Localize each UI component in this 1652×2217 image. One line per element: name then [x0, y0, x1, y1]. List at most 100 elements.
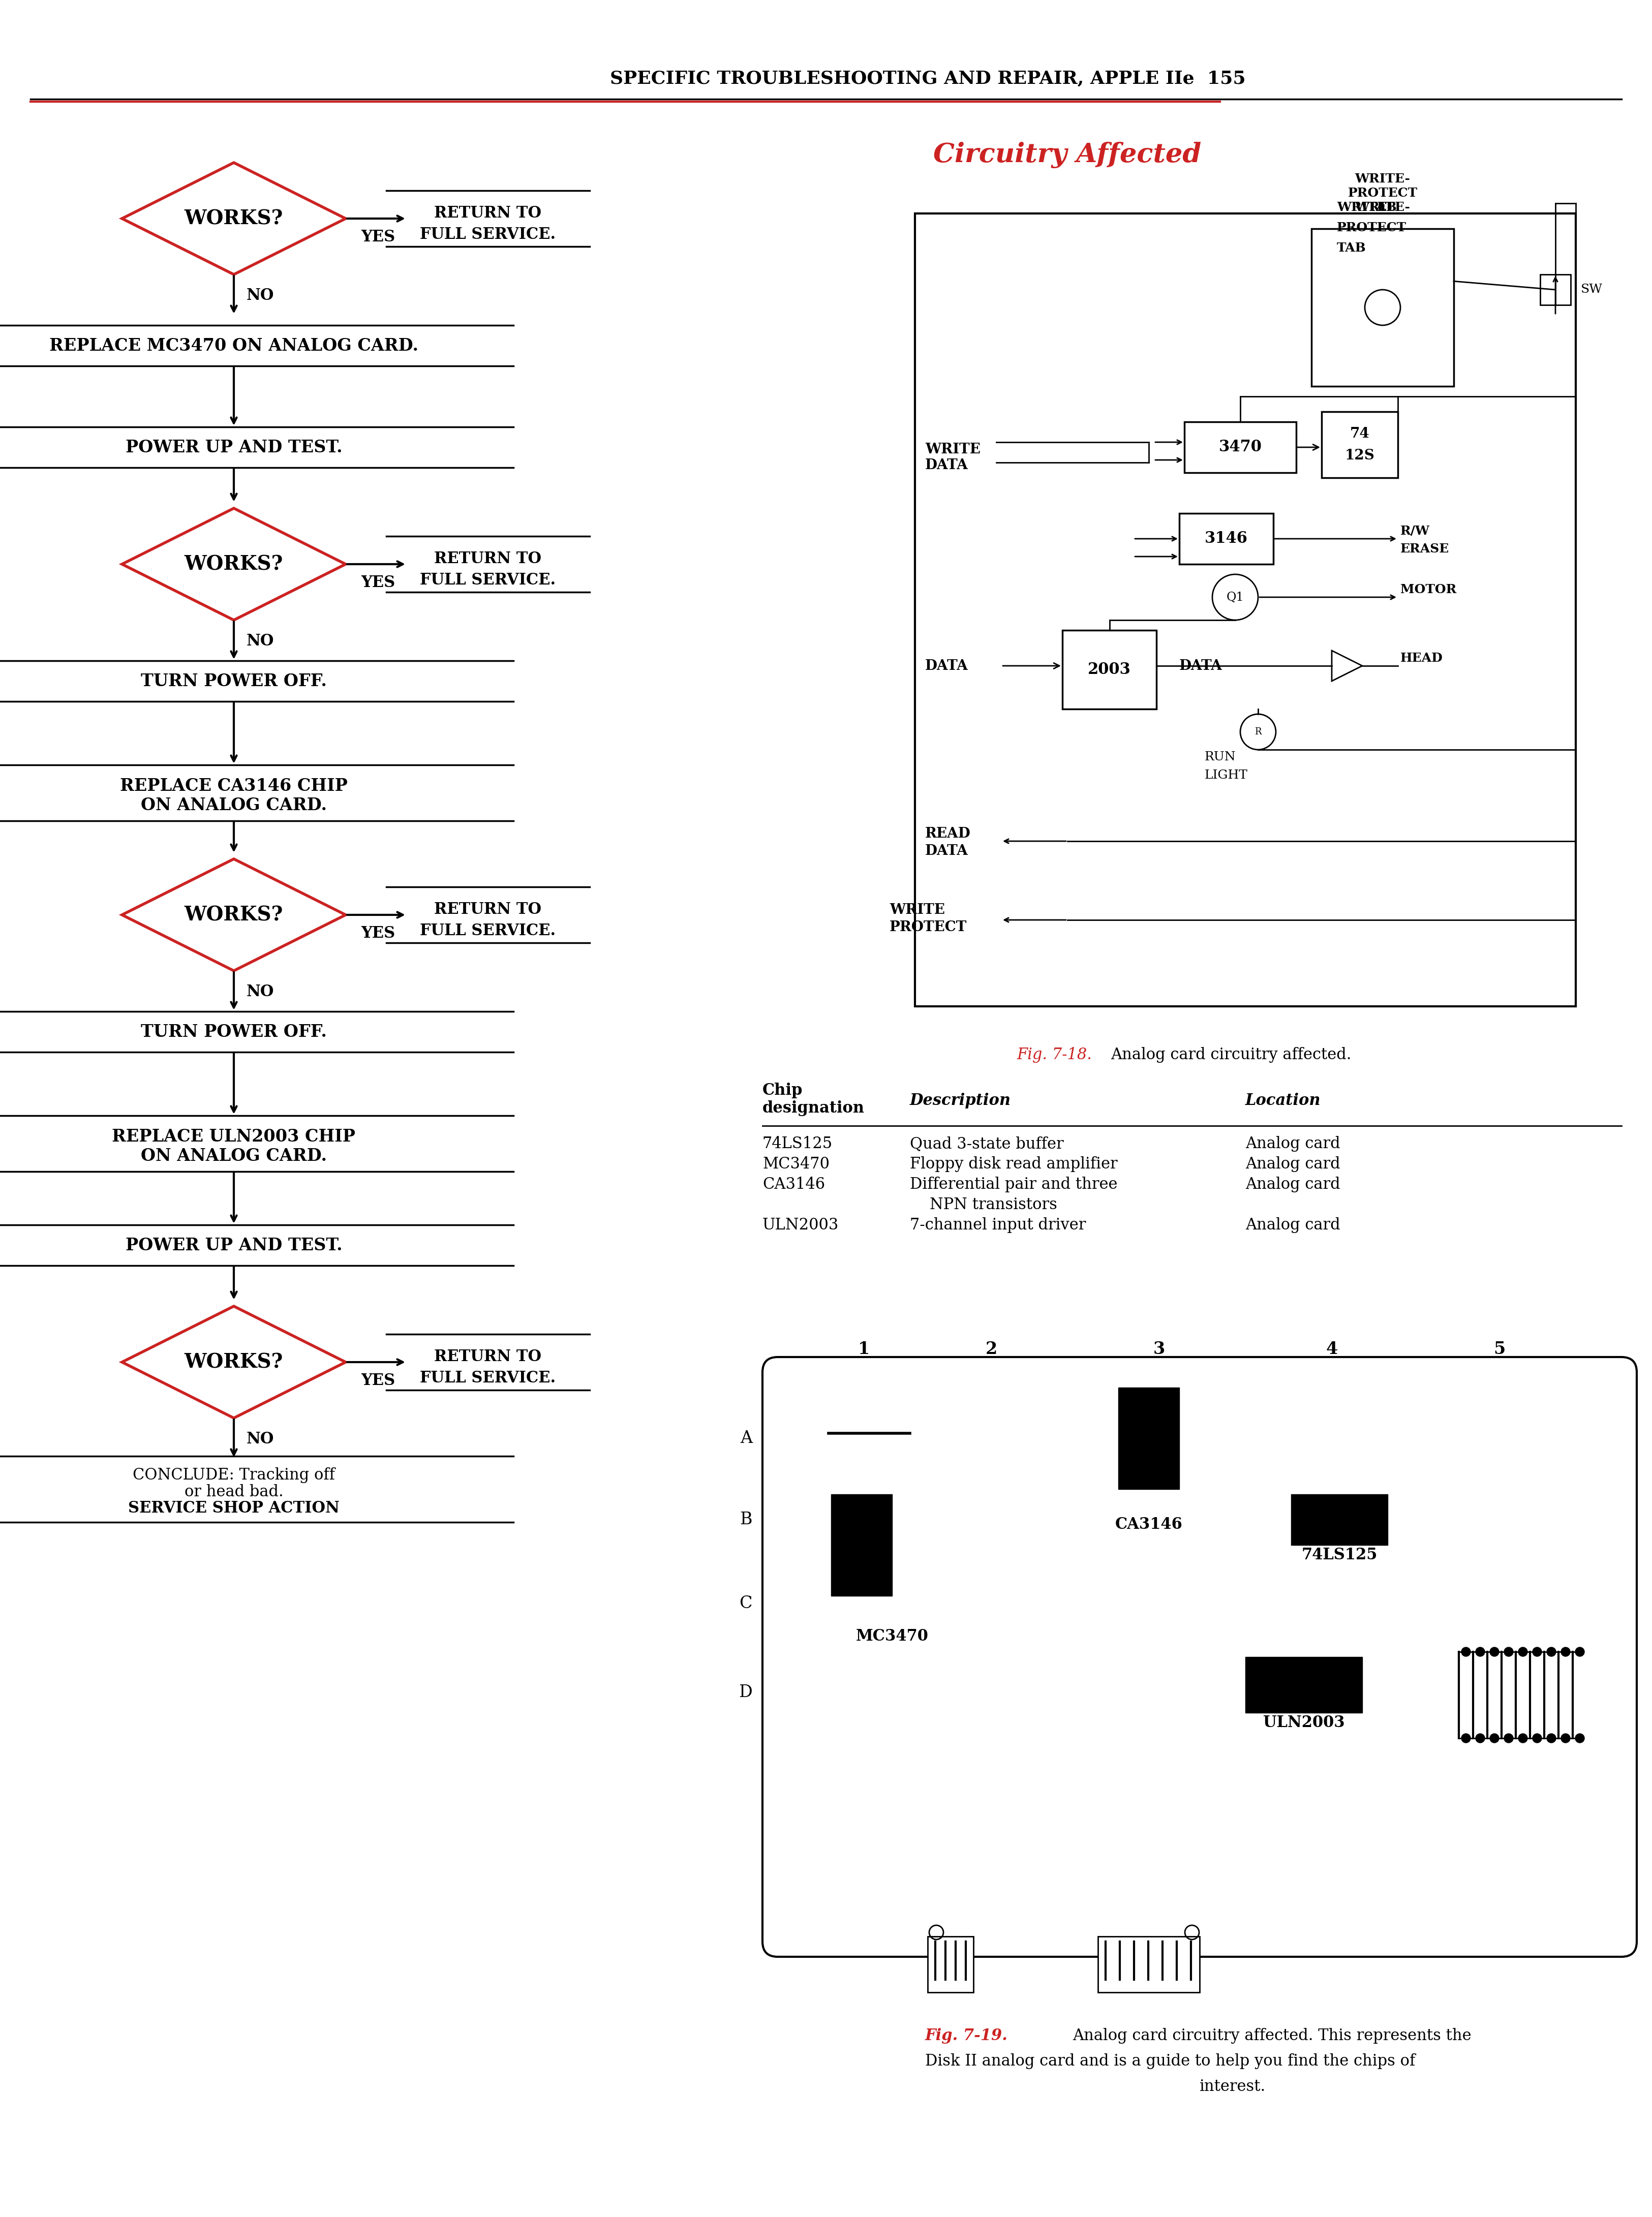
Text: CONCLUDE: Tracking off: CONCLUDE: Tracking off	[132, 1468, 335, 1483]
Circle shape	[1561, 1734, 1569, 1743]
Text: WRITE-
PROTECT
TAB: WRITE- PROTECT TAB	[1348, 173, 1417, 213]
Text: FULL SERVICE.: FULL SERVICE.	[420, 226, 555, 242]
Circle shape	[1518, 1647, 1528, 1656]
Text: MC3470: MC3470	[763, 1157, 829, 1173]
Text: Floppy disk read amplifier: Floppy disk read amplifier	[910, 1157, 1117, 1173]
Text: Fig. 7-18.: Fig. 7-18.	[1016, 1046, 1092, 1062]
Text: NO: NO	[246, 288, 274, 304]
FancyBboxPatch shape	[1322, 412, 1398, 477]
Text: SERVICE SHOP ACTION: SERVICE SHOP ACTION	[129, 1501, 340, 1516]
Text: or head bad.: or head bad.	[185, 1483, 284, 1499]
Text: FULL SERVICE.: FULL SERVICE.	[420, 1370, 555, 1386]
Text: designation: designation	[763, 1100, 864, 1115]
Text: Analog card circuitry affected.: Analog card circuitry affected.	[1110, 1046, 1351, 1062]
Text: Differential pair and three: Differential pair and three	[910, 1177, 1117, 1193]
Text: 4: 4	[1327, 1341, 1338, 1357]
Text: 3146: 3146	[1204, 530, 1247, 548]
Polygon shape	[122, 858, 345, 971]
Text: Disk II analog card and is a guide to help you find the chips of: Disk II analog card and is a guide to he…	[925, 2053, 1416, 2068]
Bar	[1118, 1388, 1180, 1490]
Circle shape	[1576, 1647, 1584, 1656]
Text: ON ANALOG CARD.: ON ANALOG CARD.	[140, 796, 327, 814]
Circle shape	[1490, 1734, 1498, 1743]
Text: 1: 1	[857, 1341, 871, 1357]
Text: Analog card: Analog card	[1246, 1217, 1340, 1233]
Text: PROTECT: PROTECT	[1336, 222, 1406, 233]
Text: Chip: Chip	[763, 1082, 803, 1097]
Text: Analog card: Analog card	[1246, 1157, 1340, 1173]
Text: WORKS?: WORKS?	[185, 208, 282, 228]
Text: 7-channel input driver: 7-channel input driver	[910, 1217, 1085, 1233]
Polygon shape	[122, 162, 345, 275]
Text: TURN POWER OFF.: TURN POWER OFF.	[140, 672, 327, 689]
Text: 74: 74	[1350, 428, 1370, 441]
Text: DATA: DATA	[925, 845, 968, 858]
Text: 3: 3	[1153, 1341, 1165, 1357]
FancyBboxPatch shape	[1184, 421, 1297, 472]
Text: WRITE-: WRITE-	[1336, 202, 1393, 213]
Text: 2: 2	[985, 1341, 998, 1357]
Text: WORKS?: WORKS?	[185, 554, 282, 574]
Text: Description: Description	[910, 1093, 1011, 1108]
Text: PROTECT: PROTECT	[889, 920, 966, 933]
Text: WORKS?: WORKS?	[185, 1352, 282, 1372]
Text: Quad 3-state buffer: Quad 3-state buffer	[910, 1135, 1064, 1151]
Text: WRITE
DATA: WRITE DATA	[925, 443, 981, 472]
FancyBboxPatch shape	[763, 1357, 1637, 1958]
Text: Fig. 7-19.: Fig. 7-19.	[925, 2029, 1008, 2044]
Text: DATA: DATA	[1180, 658, 1222, 672]
Text: RUN: RUN	[1204, 752, 1236, 763]
Text: 12S: 12S	[1345, 448, 1374, 463]
Text: ERASE: ERASE	[1401, 543, 1449, 554]
Text: C: C	[740, 1596, 752, 1612]
Text: YES: YES	[360, 574, 395, 590]
Text: POWER UP AND TEST.: POWER UP AND TEST.	[126, 439, 342, 457]
Bar	[831, 1494, 892, 1596]
Circle shape	[1533, 1734, 1541, 1743]
Text: 2003: 2003	[1087, 661, 1132, 678]
Circle shape	[1546, 1734, 1556, 1743]
FancyBboxPatch shape	[1180, 514, 1274, 563]
Text: POWER UP AND TEST.: POWER UP AND TEST.	[126, 1237, 342, 1253]
Text: SW: SW	[1581, 284, 1602, 295]
Text: ULN2003: ULN2003	[1264, 1716, 1345, 1731]
Bar	[1246, 1656, 1363, 1714]
Text: ON ANALOG CARD.: ON ANALOG CARD.	[140, 1148, 327, 1164]
FancyBboxPatch shape	[1062, 630, 1156, 709]
Circle shape	[1533, 1647, 1541, 1656]
Text: HEAD: HEAD	[1401, 652, 1442, 665]
Text: REPLACE MC3470 ON ANALOG CARD.: REPLACE MC3470 ON ANALOG CARD.	[50, 337, 418, 355]
Text: Analog card: Analog card	[1246, 1135, 1340, 1151]
FancyBboxPatch shape	[1312, 228, 1454, 386]
Text: YES: YES	[360, 1372, 395, 1388]
Text: D: D	[738, 1685, 752, 1700]
Text: ULN2003: ULN2003	[763, 1217, 839, 1233]
Text: SPECIFIC TROUBLESHOOTING AND REPAIR, APPLE IIe  155: SPECIFIC TROUBLESHOOTING AND REPAIR, APP…	[610, 71, 1246, 86]
Text: REPLACE CA3146 CHIP: REPLACE CA3146 CHIP	[121, 778, 347, 794]
Circle shape	[1576, 1734, 1584, 1743]
Circle shape	[1490, 1647, 1498, 1656]
Text: 74LS125: 74LS125	[1302, 1547, 1378, 1563]
Circle shape	[1475, 1734, 1485, 1743]
Text: REPLACE ULN2003 CHIP: REPLACE ULN2003 CHIP	[112, 1128, 355, 1144]
Polygon shape	[122, 508, 345, 621]
Text: NPN transistors: NPN transistors	[910, 1197, 1057, 1213]
Text: FULL SERVICE.: FULL SERVICE.	[420, 572, 555, 588]
Text: RETURN TO: RETURN TO	[434, 552, 542, 568]
Text: A: A	[740, 1430, 752, 1445]
Text: MOTOR: MOTOR	[1401, 583, 1457, 596]
Text: R: R	[1254, 727, 1262, 736]
Text: RETURN TO: RETURN TO	[434, 902, 542, 918]
Circle shape	[1462, 1734, 1470, 1743]
Text: 3470: 3470	[1219, 439, 1262, 454]
Text: MC3470: MC3470	[856, 1629, 928, 1645]
Text: WRITE-: WRITE-	[1355, 202, 1411, 213]
Circle shape	[1561, 1647, 1569, 1656]
Text: NO: NO	[246, 984, 274, 1000]
Text: FULL SERVICE.: FULL SERVICE.	[420, 922, 555, 940]
Text: NO: NO	[246, 1432, 274, 1448]
Text: RETURN TO: RETURN TO	[434, 206, 542, 222]
Bar	[1292, 1494, 1388, 1545]
Text: TURN POWER OFF.: TURN POWER OFF.	[140, 1024, 327, 1040]
Text: 74LS125: 74LS125	[763, 1135, 833, 1151]
